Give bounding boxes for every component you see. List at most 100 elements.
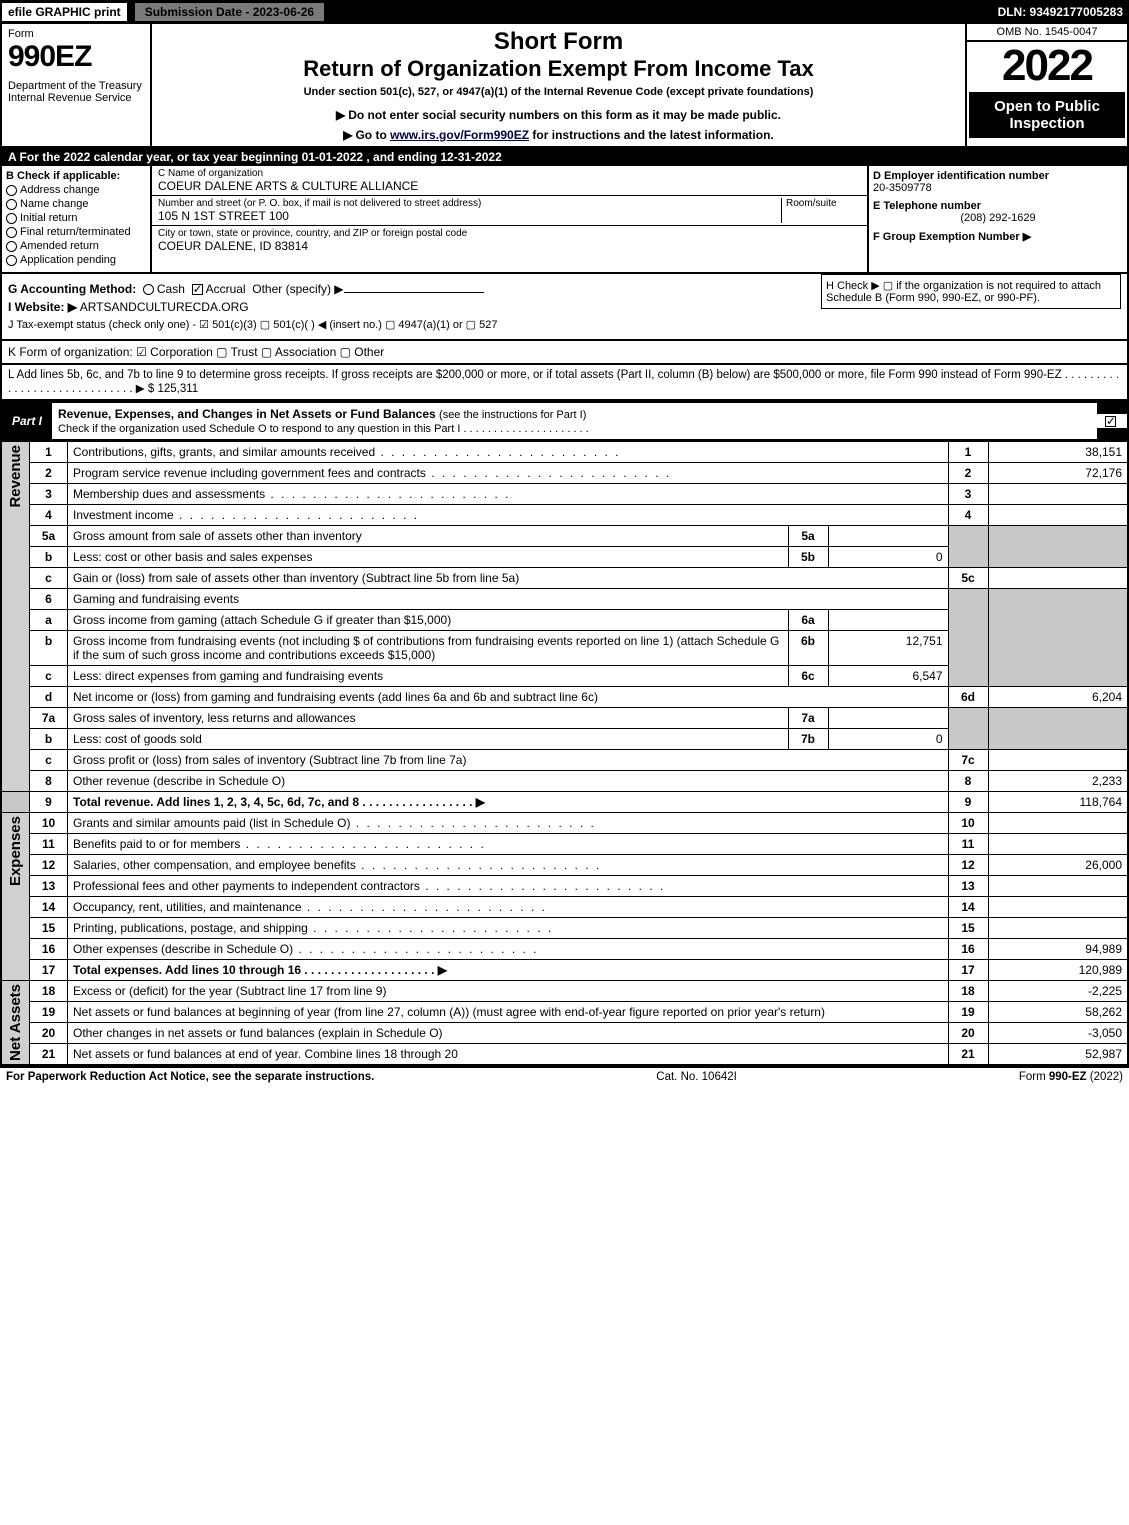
footer-left: For Paperwork Reduction Act Notice, see …	[6, 1071, 374, 1083]
line-17-desc: Total expenses. Add lines 10 through 16 …	[68, 960, 949, 981]
telephone-value: (208) 292-1629	[873, 212, 1123, 224]
open-to-public: Open to Public Inspection	[969, 92, 1125, 138]
header-left: Form 990EZ Department of the Treasury In…	[2, 24, 152, 146]
net-assets-side-label: Net Assets	[7, 984, 24, 1061]
line-18-value: -2,225	[988, 981, 1128, 1002]
line-9-desc: Total revenue. Add lines 1, 2, 3, 4, 5c,…	[68, 792, 949, 813]
omb-number: OMB No. 1545-0047	[967, 24, 1127, 42]
header-center: Short Form Return of Organization Exempt…	[152, 24, 967, 146]
line-5a-desc: Gross amount from sale of assets other t…	[68, 526, 789, 547]
section-b: B Check if applicable: Address change Na…	[2, 166, 152, 272]
street-address: 105 N 1ST STREET 100	[158, 209, 781, 223]
line-15-desc: Printing, publications, postage, and shi…	[68, 918, 949, 939]
revenue-side-label: Revenue	[7, 445, 24, 508]
part-1-paren: (see the instructions for Part I)	[439, 409, 586, 421]
form-header: Form 990EZ Department of the Treasury In…	[0, 24, 1129, 148]
part-1-table: Revenue 1Contributions, gifts, grants, a…	[0, 441, 1129, 1066]
d-label: D Employer identification number	[873, 170, 1123, 182]
opt-name-change[interactable]: Name change	[6, 198, 146, 210]
l-value: 125,311	[157, 383, 198, 395]
org-name: COEUR DALENE ARTS & CULTURE ALLIANCE	[158, 179, 861, 193]
irs-link[interactable]: www.irs.gov/Form990EZ	[390, 128, 529, 142]
line-5b-desc: Less: cost or other basis and sales expe…	[68, 547, 789, 568]
line-21-desc: Net assets or fund balances at end of ye…	[68, 1044, 949, 1066]
section-ghij: H Check ▶ ▢ if the organization is not r…	[0, 274, 1129, 341]
i-label: I Website: ▶	[8, 300, 77, 314]
line-5b-value: 0	[828, 547, 948, 568]
section-def: D Employer identification number 20-3509…	[867, 166, 1127, 272]
line-3-desc: Membership dues and assessments	[68, 484, 949, 505]
c-label: C Name of organization	[158, 168, 861, 179]
line-16-desc: Other expenses (describe in Schedule O)	[68, 939, 949, 960]
department-label: Department of the Treasury Internal Reve…	[8, 80, 144, 104]
opt-amended-return[interactable]: Amended return	[6, 240, 146, 252]
dln-label: DLN: 93492177005283	[998, 5, 1129, 19]
line-7c-desc: Gross profit or (loss) from sales of inv…	[68, 750, 949, 771]
short-form-title: Short Form	[160, 28, 957, 56]
form-word: Form	[8, 28, 144, 40]
e-label: E Telephone number	[873, 200, 1123, 212]
ssn-warning: Do not enter social security numbers on …	[160, 108, 957, 122]
form-number: 990EZ	[8, 40, 144, 74]
g-label: G Accounting Method:	[8, 282, 136, 296]
line-20-desc: Other changes in net assets or fund bala…	[68, 1023, 949, 1044]
section-c-addresses: C Name of organization COEUR DALENE ARTS…	[152, 166, 867, 272]
line-7a-desc: Gross sales of inventory, less returns a…	[68, 708, 789, 729]
line-11-desc: Benefits paid to or for members	[68, 834, 949, 855]
line-6d-desc: Net income or (loss) from gaming and fun…	[68, 687, 949, 708]
part-1-title-box: Revenue, Expenses, and Changes in Net As…	[52, 403, 1097, 439]
goto-line: Go to www.irs.gov/Form990EZ for instruct…	[160, 128, 957, 142]
efile-label: efile GRAPHIC print	[0, 1, 129, 23]
line-6a-desc: Gross income from gaming (attach Schedul…	[68, 610, 789, 631]
line-7b-desc: Less: cost of goods sold	[68, 729, 789, 750]
line-8-value: 2,233	[988, 771, 1128, 792]
section-a: A For the 2022 calendar year, or tax yea…	[0, 148, 1129, 166]
line-1-value: 38,151	[988, 442, 1128, 463]
part-1-title: Revenue, Expenses, and Changes in Net As…	[58, 407, 436, 421]
line-12-desc: Salaries, other compensation, and employ…	[68, 855, 949, 876]
street-label: Number and street (or P. O. box, if mail…	[158, 198, 781, 209]
line-7b-value: 0	[828, 729, 948, 750]
form-title: Return of Organization Exempt From Incom…	[160, 56, 957, 82]
opt-application-pending[interactable]: Application pending	[6, 254, 146, 266]
line-6b-value: 12,751	[828, 631, 948, 666]
section-l: L Add lines 5b, 6c, and 7b to line 9 to …	[0, 365, 1129, 401]
footer-center: Cat. No. 10642I	[374, 1071, 1019, 1083]
f-label: F Group Exemption Number ▶	[873, 230, 1123, 243]
expenses-side-label: Expenses	[7, 816, 24, 886]
ein-value: 20-3509778	[873, 182, 1123, 194]
line-5c-desc: Gain or (loss) from sale of assets other…	[68, 568, 949, 589]
line-13-desc: Professional fees and other payments to …	[68, 876, 949, 897]
line-2-value: 72,176	[988, 463, 1128, 484]
goto-post: for instructions and the latest informat…	[529, 128, 774, 142]
line-6c-desc: Less: direct expenses from gaming and fu…	[68, 666, 789, 687]
accrual-check[interactable]	[192, 284, 203, 295]
line-6b-desc: Gross income from fundraising events (no…	[68, 631, 789, 666]
line-12-value: 26,000	[988, 855, 1128, 876]
line-9-value: 118,764	[988, 792, 1128, 813]
header-right: OMB No. 1545-0047 2022 Open to Public In…	[967, 24, 1127, 146]
opt-initial-return[interactable]: Initial return	[6, 212, 146, 224]
section-j: J Tax-exempt status (check only one) - ☑…	[8, 318, 1121, 331]
info-block: B Check if applicable: Address change Na…	[0, 166, 1129, 274]
line-6c-value: 6,547	[828, 666, 948, 687]
line-20-value: -3,050	[988, 1023, 1128, 1044]
city-label: City or town, state or province, country…	[158, 228, 861, 239]
section-k: K Form of organization: ☑ Corporation ▢ …	[0, 341, 1129, 365]
goto-pre: Go to	[343, 128, 390, 142]
opt-address-change[interactable]: Address change	[6, 184, 146, 196]
line-14-desc: Occupancy, rent, utilities, and maintena…	[68, 897, 949, 918]
room-suite-label: Room/suite	[781, 198, 861, 223]
part-1-sub: Check if the organization used Schedule …	[58, 423, 589, 435]
cash-radio[interactable]	[143, 284, 154, 295]
part-1-checkbox[interactable]	[1097, 414, 1127, 428]
opt-final-return[interactable]: Final return/terminated	[6, 226, 146, 238]
other-specify-line[interactable]	[344, 292, 484, 293]
top-bar: efile GRAPHIC print Submission Date - 20…	[0, 0, 1129, 24]
line-6d-value: 6,204	[988, 687, 1128, 708]
line-19-desc: Net assets or fund balances at beginning…	[68, 1002, 949, 1023]
line-19-value: 58,262	[988, 1002, 1128, 1023]
line-8-desc: Other revenue (describe in Schedule O)	[68, 771, 949, 792]
city-state-zip: COEUR DALENE, ID 83814	[158, 239, 861, 253]
line-1-desc: Contributions, gifts, grants, and simila…	[68, 442, 949, 463]
